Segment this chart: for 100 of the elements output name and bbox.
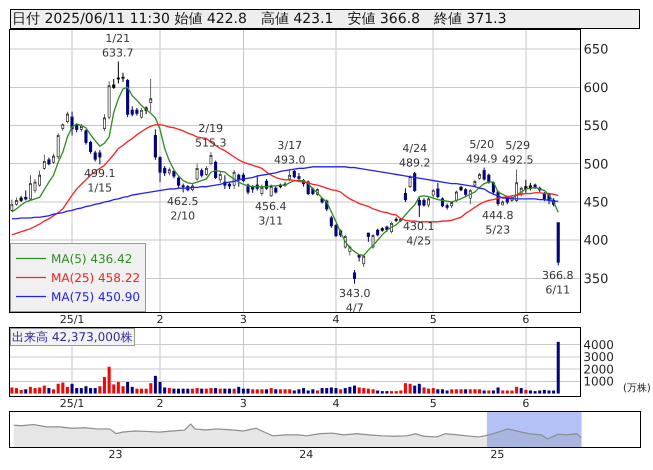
candlestick [478,172,481,180]
bar [316,390,319,394]
bar [121,386,124,394]
bar [334,388,338,394]
bar [418,384,421,394]
bar [218,388,222,394]
candlestick [436,182,440,199]
candlestick [52,154,55,164]
bar [459,389,462,394]
x-tick-label: 25/1 [60,313,84,326]
candlestick [464,188,468,198]
x-tick-label: 24 [299,448,314,462]
bar [70,384,74,394]
candlestick [182,183,185,193]
candlestick [214,160,218,180]
bar [358,387,361,394]
annotation: 1/21 633.7 [102,32,134,60]
bar [464,389,468,394]
candlestick [413,171,416,193]
candlestick [204,166,208,176]
y-tick-label: 650 [584,42,608,58]
bar [339,389,342,394]
candlestick [362,254,366,268]
bar [260,389,264,394]
y-axis-title: (万株) [623,382,651,394]
candlestick [172,169,176,179]
candlestick [376,228,380,237]
bar [168,388,171,394]
x-tick-label: 2 [156,313,164,326]
bar [487,390,490,394]
candlestick [47,157,50,166]
bar [482,390,486,394]
candlestick [297,172,300,183]
candlestick [149,78,152,112]
bar [311,389,314,394]
x-tick-label: 6 [522,313,530,326]
x-tick-label: 2 [156,397,164,410]
bar [524,390,528,394]
x-tick-label: 4 [332,397,340,410]
annotation: 444.8 5/23 [482,209,514,236]
y-tick-label: 2000 [583,362,614,376]
candlestick [394,216,398,222]
x-tick-label: 25/1 [60,397,84,410]
y-tick-label: 450 [584,196,608,210]
candlestick [260,184,264,196]
candlestick [408,174,412,188]
y-tick-label: 400 [584,234,608,249]
candlestick [432,188,435,198]
candlestick [103,114,106,132]
candlestick [218,171,222,184]
annotation: 366.8 6/11 [542,269,574,296]
bar [232,388,236,394]
y-tick-label: 550 [584,119,608,134]
candlestick [358,254,361,262]
x-tick-label: 3 [240,313,247,326]
bar [344,388,347,394]
annotation: 5/29 492.5 [502,139,534,166]
candlestick [38,170,41,187]
candlestick [274,186,278,194]
x-tick-label: 5 [430,313,437,326]
bar [186,388,190,394]
bar [385,391,388,394]
y-tick-label: 600 [584,80,608,96]
x-tick-label: 25 [490,448,504,462]
annotation: 462.5 2/10 [167,195,198,222]
legend-label: MA(75) 450.90 [51,290,140,304]
bar [265,389,268,394]
candlestick [56,132,60,160]
bar [24,389,28,394]
bar [520,388,523,394]
candlestick [70,111,74,136]
bar [270,388,273,394]
candlestick [556,222,560,266]
candlestick [168,167,171,176]
annotation: 456.4 3/11 [255,200,286,228]
bar [42,386,46,394]
chart-title: 出来高 42,373,000株 [12,330,133,344]
bar [413,386,416,394]
bar [209,388,212,394]
candlestick [196,163,198,181]
annotation: 5/20 494.9 [466,138,498,166]
bar [450,389,454,394]
bar [376,390,380,394]
candlestick [66,111,69,124]
annotation: 4/24 489.2 [399,142,430,170]
line-series [11,124,559,236]
annotation: 430.1 4/25 [403,220,434,248]
chart-title: 日付 2025/06/11 11:30 始値 422.8 高値 423.1 安値 366.8 終値 371.3 [12,11,507,27]
candlestick [42,154,46,170]
y-tick-label: 350 [584,272,608,287]
annotation: 343.0 4/7 [339,287,370,314]
y-tick-label: 500 [584,157,608,172]
bar [200,388,204,394]
bar [320,388,324,394]
y-tick-label: 4000 [583,338,614,352]
candlestick [200,168,204,178]
bar [214,388,218,394]
bar [66,386,69,394]
bar [390,391,394,394]
y-tick-label: 1000 [583,374,614,389]
